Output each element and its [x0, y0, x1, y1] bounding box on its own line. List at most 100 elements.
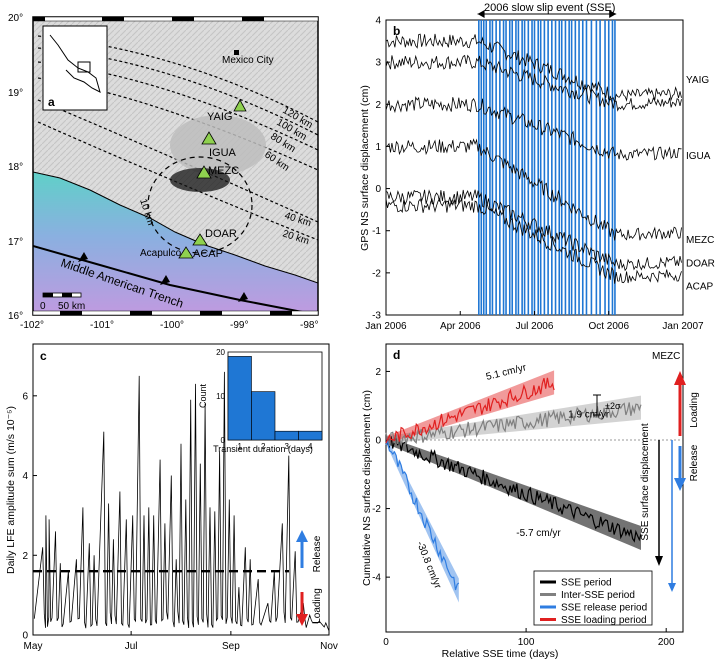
map-y-tick: 20°	[8, 13, 23, 24]
station-marker-icon	[233, 99, 247, 112]
x-tick-label: Jan 2006	[365, 321, 407, 332]
inset-x-tick: 2	[261, 442, 266, 451]
gps-series-line	[385, 96, 682, 161]
map-y-tick: 17°	[8, 237, 23, 248]
y-tick-label: -2	[372, 504, 381, 515]
panel-b-station-labels: YAIG IGUA MEZC DOAR ACAP	[686, 75, 715, 293]
trench-tooth	[238, 292, 248, 302]
scale-bar: 0 50 km	[40, 292, 85, 312]
inset-coast	[49, 34, 101, 93]
sse-disp-label: SSE surface displacement	[640, 423, 651, 541]
x-tick-label: Nov	[320, 641, 338, 652]
inset-label: a	[48, 95, 55, 109]
station-right-label: DOAR	[686, 258, 715, 269]
displacement-line	[385, 439, 460, 591]
station-right-label: MEZC	[686, 235, 714, 246]
gps-series-line	[385, 197, 682, 284]
gps-series-line	[385, 189, 682, 272]
lfe-dense-cluster	[170, 168, 230, 192]
y-tick-label: 3	[375, 58, 381, 69]
lfe-lines	[478, 20, 616, 315]
y-tick-label: 1	[375, 142, 381, 153]
map-x-tick: -100°	[160, 320, 184, 331]
panel-d: d MEZC Cumulative NS surface displacemen…	[361, 343, 700, 660]
panel-d-ylabel: Cumulative NS surface displacement (cm)	[361, 390, 373, 586]
station-label: MEZC	[208, 165, 239, 177]
arrow-up-icon	[674, 371, 686, 385]
arrow-down-icon	[674, 478, 686, 491]
station-right-label: ACAP	[686, 282, 714, 293]
displacement-line	[385, 402, 642, 447]
map-y-tick: 19°	[8, 88, 23, 99]
x-tick-label: 200	[658, 637, 675, 648]
trench-line	[33, 245, 318, 315]
trench-tooth	[160, 275, 170, 285]
inset-x-tick: 1	[238, 442, 243, 451]
inset-xlabel: Transient duration (days)	[213, 444, 313, 454]
y-tick-label: 2	[22, 551, 28, 562]
panel-b-ticks: Jan 2006 Apr 2006 Jul 2006 Oct 2006 Jan 2007…	[365, 16, 704, 333]
x-tick-label: Apr 2006	[440, 321, 481, 332]
map-x-tick: -99°	[230, 320, 248, 331]
x-tick-label: 100	[518, 637, 535, 648]
error-bar: ±2σ	[593, 394, 621, 416]
rate-band	[386, 436, 641, 550]
histogram-bar	[274, 430, 299, 441]
ocean-area	[33, 172, 318, 315]
legend-label: SSE loading period	[561, 615, 647, 626]
x-tick-label: Sep	[222, 641, 240, 652]
y-tick-label: 4	[375, 16, 381, 27]
station-doar: DOAR	[192, 228, 237, 246]
contour-120	[37, 35, 318, 123]
y-tick-label: -1	[372, 226, 381, 237]
contour-80	[37, 61, 318, 151]
panel-a: a Mexico City 120 km 100 km 80 km 60 km …	[8, 13, 319, 331]
gps-series-line	[385, 33, 682, 103]
loading-label: Loading	[312, 588, 323, 624]
y-tick-label: 4	[22, 471, 28, 482]
city-label: Mexico City	[222, 55, 274, 66]
y-tick-label: 6	[22, 391, 28, 402]
histogram-bar	[251, 391, 276, 441]
rate-label: 1.9 cm/yr	[568, 410, 610, 421]
panel-d-station: MEZC	[652, 351, 680, 362]
histogram-bar	[298, 430, 323, 441]
arrow-left-icon	[477, 10, 485, 18]
map-x-tick: -102°	[20, 320, 44, 331]
panel-c-ticks: May Jul Sep Nov 0 2 4 6	[22, 391, 337, 652]
side-arrows: Loading Release SSE surface displacement	[640, 371, 700, 592]
station-acap: ACAP Acapulco	[140, 246, 223, 260]
gps-series	[385, 33, 682, 284]
inset-y-tick: 0	[221, 436, 226, 445]
panel-d-xlabel: Relative SSE time (days)	[442, 648, 559, 660]
map-y-tick: 18°	[8, 162, 23, 173]
acapulco-label: Acapulco	[140, 248, 182, 259]
duration-histogram: Count Transient duration (days) 1 2 3 4 0 10 2…	[198, 348, 323, 454]
x-tick-label: Oct 2006	[588, 321, 629, 332]
rate-label: -5.7 cm/yr	[516, 528, 561, 539]
y-tick-label: 0	[22, 631, 28, 642]
y-tick-label: -3	[372, 311, 381, 322]
station-label: YAIG	[207, 111, 232, 123]
inset-y-tick: 10	[216, 392, 225, 401]
arrow-right-icon	[609, 10, 617, 18]
station-mezc: MEZC	[196, 165, 239, 179]
scale-zero: 0	[40, 301, 46, 312]
displacement-series	[385, 377, 642, 591]
loading-arrow: Loading	[296, 588, 323, 626]
displacement-line	[385, 436, 642, 543]
map-y-tick: 16°	[8, 311, 23, 322]
x-tick-label: Jul 2006	[516, 321, 554, 332]
arrow-down-icon	[655, 556, 663, 566]
inset-x-tick: 4	[308, 442, 313, 451]
gps-series-line	[385, 138, 682, 241]
legend-label: Inter-SSE period	[561, 590, 635, 601]
coastline	[33, 171, 318, 284]
station-marker-icon	[178, 246, 194, 259]
station-right-label: YAIG	[686, 75, 709, 86]
y-tick-label: 0	[375, 184, 381, 195]
arrow-down-icon	[668, 583, 676, 592]
station-marker-icon	[192, 233, 208, 246]
station-marker-icon	[196, 165, 212, 179]
